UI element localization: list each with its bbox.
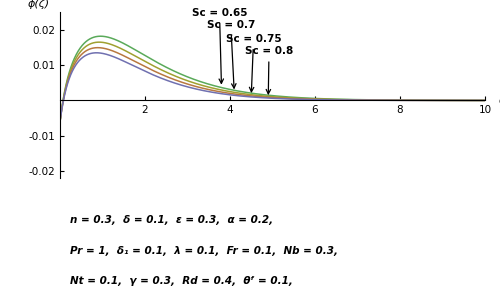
Text: Sc = 0.75: Sc = 0.75 xyxy=(226,34,281,92)
Text: Sc = 0.8: Sc = 0.8 xyxy=(245,46,293,94)
Text: ζ: ζ xyxy=(498,94,500,107)
Text: ϕ(ζ): ϕ(ζ) xyxy=(28,0,50,9)
Text: Pr = 1,  δ₁ = 0.1,  λ = 0.1,  Fr = 0.1,  Nb = 0.3,: Pr = 1, δ₁ = 0.1, λ = 0.1, Fr = 0.1, Nb … xyxy=(70,246,338,256)
Text: Nt = 0.1,  γ = 0.3,  Rd = 0.4,  θᶠ = 0.1,: Nt = 0.1, γ = 0.3, Rd = 0.4, θᶠ = 0.1, xyxy=(70,276,293,286)
Text: n = 0.3,  δ = 0.1,  ε = 0.3,  α = 0.2,: n = 0.3, δ = 0.1, ε = 0.3, α = 0.2, xyxy=(70,215,273,225)
Text: Sc = 0.65: Sc = 0.65 xyxy=(192,8,247,84)
Text: Sc = 0.7: Sc = 0.7 xyxy=(206,20,255,88)
